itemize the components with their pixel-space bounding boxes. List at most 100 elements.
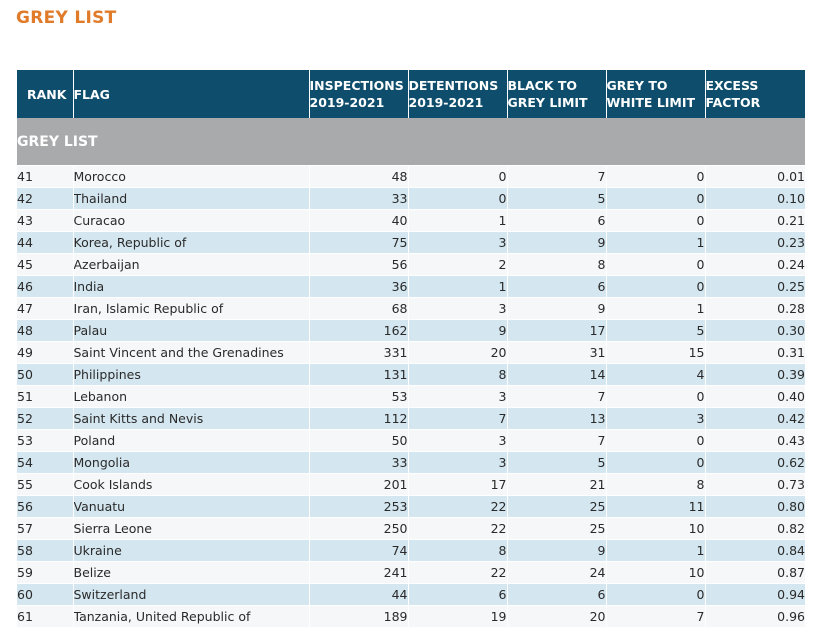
table-row: 45 Azerbaijan 56 2 8 0 0.24 — [17, 253, 805, 276]
excess-factor-cell: 0.24 — [705, 253, 805, 276]
table-row: 51 Lebanon 53 3 7 0 0.40 — [17, 385, 805, 408]
flag-cell: Switzerland — [73, 583, 310, 606]
excess-factor-cell: 0.80 — [705, 495, 805, 518]
table-row: 52 Saint Kitts and Nevis 112 7 13 3 0.42 — [17, 407, 805, 430]
table-row: 50 Philippines 131 8 14 4 0.39 — [17, 363, 805, 386]
rank-cell: 48 — [17, 319, 74, 342]
rank-cell: 49 — [17, 341, 74, 364]
detentions-cell: 1 — [408, 209, 508, 232]
excess-factor-cell: 0.40 — [705, 385, 805, 408]
excess-factor-cell: 0.30 — [705, 319, 805, 342]
flag-cell: Azerbaijan — [73, 253, 310, 276]
grey-to-white-limit-cell: 0 — [606, 275, 706, 298]
detentions-cell: 6 — [408, 583, 508, 606]
flag-cell: Curacao — [73, 209, 310, 232]
table-row: 61 Tanzania, United Republic of 189 19 20 7 0.… — [17, 605, 805, 628]
detentions-cell: 3 — [408, 451, 508, 474]
inspections-cell: 112 — [309, 407, 409, 430]
black-to-grey-limit-cell: 7 — [507, 429, 607, 452]
flag-cell: Saint Kitts and Nevis — [73, 407, 310, 430]
inspections-cell: 40 — [309, 209, 409, 232]
black-to-grey-limit-cell: 31 — [507, 341, 607, 364]
inspections-cell: 56 — [309, 253, 409, 276]
grey-to-white-limit-cell: 0 — [606, 209, 706, 232]
black-to-grey-limit-cell: 7 — [507, 385, 607, 408]
inspections-cell: 241 — [309, 561, 409, 584]
black-to-grey-limit-cell: 25 — [507, 517, 607, 540]
grey-to-white-limit-cell: 0 — [606, 429, 706, 452]
detentions-cell: 22 — [408, 561, 508, 584]
detentions-cell: 7 — [408, 407, 508, 430]
table-row: 49 Saint Vincent and the Grenadines 331 20 3… — [17, 341, 805, 364]
table-row: 43 Curacao 40 1 6 0 0.21 — [17, 209, 805, 232]
rank-cell: 54 — [17, 451, 74, 474]
flag-cell: Korea, Republic of — [73, 231, 310, 254]
grey-to-white-limit-cell: 4 — [606, 363, 706, 386]
excess-factor-cell: 0.73 — [705, 473, 805, 496]
table-header: RANK FLAG INSPECTIONS 2019-2021 DETENTION… — [17, 70, 805, 118]
rank-cell: 44 — [17, 231, 74, 254]
excess-factor-cell: 0.94 — [705, 583, 805, 606]
page-title: GREY LIST — [16, 8, 117, 28]
inspections-cell: 36 — [309, 275, 409, 298]
excess-factor-cell: 0.42 — [705, 407, 805, 430]
table-row: 57 Sierra Leone 250 22 25 10 0.82 — [17, 517, 805, 540]
black-to-grey-limit-cell: 13 — [507, 407, 607, 430]
rank-cell: 46 — [17, 275, 74, 298]
rank-cell: 55 — [17, 473, 74, 496]
black-to-grey-limit-cell: 7 — [507, 165, 607, 188]
rank-cell: 50 — [17, 363, 74, 386]
flag-cell: Vanuatu — [73, 495, 310, 518]
table-row: 54 Mongolia 33 3 5 0 0.62 — [17, 451, 805, 474]
inspections-cell: 331 — [309, 341, 409, 364]
inspections-cell: 53 — [309, 385, 409, 408]
rank-cell: 41 — [17, 165, 74, 188]
black-to-grey-limit-cell: 14 — [507, 363, 607, 386]
grey-to-white-limit-cell: 5 — [606, 319, 706, 342]
rank-cell: 47 — [17, 297, 74, 320]
flag-cell: Palau — [73, 319, 310, 342]
black-to-grey-limit-cell: 21 — [507, 473, 607, 496]
excess-factor-cell: 0.28 — [705, 297, 805, 320]
detentions-cell: 9 — [408, 319, 508, 342]
black-to-grey-limit-cell: 6 — [507, 583, 607, 606]
excess-factor-cell: 0.87 — [705, 561, 805, 584]
grey-to-white-limit-cell: 15 — [606, 341, 706, 364]
rank-cell: 58 — [17, 539, 74, 562]
rank-cell: 59 — [17, 561, 74, 584]
black-to-grey-limit-cell: 20 — [507, 605, 607, 628]
excess-factor-cell: 0.62 — [705, 451, 805, 474]
header-black-to-grey-limit: BLACK TO GREY LIMIT — [507, 70, 607, 118]
inspections-cell: 189 — [309, 605, 409, 628]
flag-cell: Thailand — [73, 187, 310, 210]
grey-to-white-limit-cell: 0 — [606, 165, 706, 188]
table-row: 47 Iran, Islamic Republic of 68 3 9 1 0.28 — [17, 297, 805, 320]
flag-cell: Belize — [73, 561, 310, 584]
table-row: 60 Switzerland 44 6 6 0 0.94 — [17, 583, 805, 606]
rank-cell: 60 — [17, 583, 74, 606]
table-row: 46 India 36 1 6 0 0.25 — [17, 275, 805, 298]
header-excess-factor: EXCESS FACTOR — [705, 70, 805, 118]
black-to-grey-limit-cell: 25 — [507, 495, 607, 518]
flag-cell: Mongolia — [73, 451, 310, 474]
detentions-cell: 17 — [408, 473, 508, 496]
excess-factor-cell: 0.21 — [705, 209, 805, 232]
excess-factor-cell: 0.25 — [705, 275, 805, 298]
black-to-grey-limit-cell: 9 — [507, 231, 607, 254]
grey-to-white-limit-cell: 1 — [606, 539, 706, 562]
header-detentions: DETENTIONS 2019-2021 — [408, 70, 508, 118]
flag-cell: Ukraine — [73, 539, 310, 562]
rank-cell: 45 — [17, 253, 74, 276]
black-to-grey-limit-cell: 6 — [507, 209, 607, 232]
inspections-cell: 131 — [309, 363, 409, 386]
grey-to-white-limit-cell: 0 — [606, 583, 706, 606]
black-to-grey-limit-cell: 5 — [507, 187, 607, 210]
inspections-cell: 68 — [309, 297, 409, 320]
flag-cell: Cook Islands — [73, 473, 310, 496]
excess-factor-cell: 0.23 — [705, 231, 805, 254]
inspections-cell: 74 — [309, 539, 409, 562]
table-row: 53 Poland 50 3 7 0 0.43 — [17, 429, 805, 452]
black-to-grey-limit-cell: 17 — [507, 319, 607, 342]
section-row: GREY LIST — [17, 118, 805, 166]
inspections-cell: 250 — [309, 517, 409, 540]
